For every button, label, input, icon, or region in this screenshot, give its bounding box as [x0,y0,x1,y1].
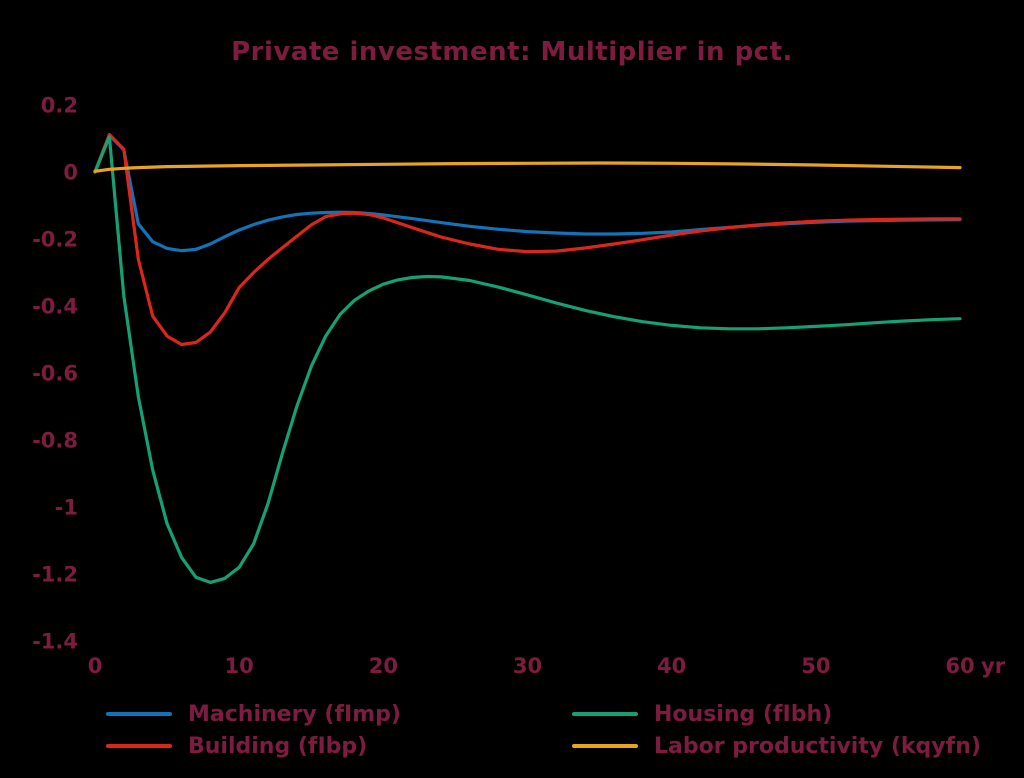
x-tick-label: 40 [657,654,686,678]
x-tick-label: 20 [369,654,398,678]
y-tick-label: -0.6 [32,361,78,385]
legend-entry-machinery: Machinery (fImp) [106,699,401,729]
building-line-swatch [106,744,172,748]
housing-line-swatch [572,712,638,716]
y-tick-label: 0 [63,160,78,184]
housing-line [93,135,962,584]
y-tick-label: 0.2 [41,93,78,117]
x-axis-unit-label: yr [981,654,1006,678]
building-line [93,132,962,347]
y-tick-label: -1.2 [32,562,78,586]
labor-productivity-line-swatch [572,744,638,748]
labor-productivity-line [93,161,962,173]
legend-entry-labor-productivity: Labor productivity (kqyfn) [572,731,981,761]
y-tick-label: -1 [55,495,78,519]
chart-title: Private investment: Multiplier in pct. [231,37,793,67]
legend-label-machinery: Machinery (fImp) [188,701,401,727]
x-tick-label: 60 [945,654,974,678]
legend-label-housing: Housing (fIbh) [654,701,833,727]
machinery-line [93,133,962,253]
y-tick-label: -0.8 [32,428,78,452]
y-tick-label: -0.2 [32,227,78,251]
legend-label-labor-productivity: Labor productivity (kqyfn) [654,733,981,759]
y-tick-label: -1.4 [32,629,78,653]
legend-label-building: Building (fIbp) [188,733,368,759]
y-tick-label: -0.4 [32,294,78,318]
x-tick-label: 10 [225,654,254,678]
legend-entry-building: Building (fIbp) [106,731,367,761]
x-tick-label: 0 [88,654,103,678]
machinery-line-swatch [106,712,172,716]
x-tick-label: 50 [801,654,830,678]
legend-entry-housing: Housing (fIbh) [572,699,832,729]
x-tick-label: 30 [513,654,542,678]
